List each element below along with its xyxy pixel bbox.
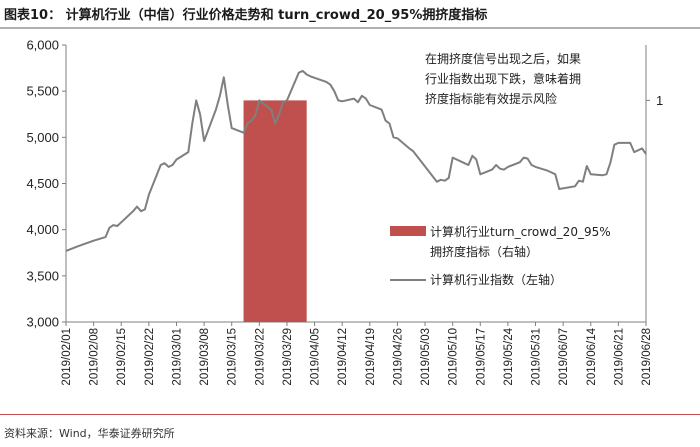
left-tick-label: 4,500 bbox=[26, 176, 59, 191]
x-tick-label: 2019/06/21 bbox=[613, 328, 625, 386]
x-tick-label: 2019/03/01 bbox=[171, 328, 183, 386]
title-divider bbox=[0, 27, 700, 29]
x-tick-label: 2019/06/07 bbox=[558, 328, 570, 386]
annotation-line: 行业指数出现下跌，意味着拥 bbox=[425, 71, 581, 86]
x-tick-label: 2019/02/08 bbox=[89, 328, 101, 386]
x-tick-label: 2019/03/22 bbox=[254, 328, 266, 386]
annotation-line: 在拥挤度信号出现之后，如果 bbox=[425, 51, 581, 66]
x-tick-label: 2019/05/10 bbox=[448, 328, 460, 386]
x-tick-label: 2019/04/19 bbox=[365, 328, 377, 386]
x-tick-label: 2019/02/22 bbox=[144, 328, 156, 386]
left-tick-label: 3,500 bbox=[26, 268, 59, 283]
x-tick-label: 2019/05/24 bbox=[503, 327, 515, 385]
legend-line-label: 计算机行业指数（左轴） bbox=[430, 272, 562, 287]
x-tick-label: 2019/02/15 bbox=[116, 328, 128, 386]
left-tick-label: 5,000 bbox=[26, 130, 59, 145]
chart-axes: 3,000 3,500 4,000 4,500 5,000 5,500 6,000 1 2019… bbox=[26, 38, 663, 386]
chart-legend: 计算机行业turn_crowd_20_95% 拥挤度指标（右轴） 计算机行业指数（左… bbox=[390, 224, 611, 287]
legend-bar-label: 计算机行业turn_crowd_20_95% bbox=[430, 224, 611, 239]
chart-header: 图表10： 计算机行业（中信）行业价格走势和 turn_crowd_20_95%… bbox=[0, 0, 700, 26]
x-tick-label: 2019/03/08 bbox=[199, 328, 211, 386]
chart-area: 3,000 3,500 4,000 4,500 5,000 5,500 6,000 1 2019… bbox=[26, 38, 663, 386]
footer-divider bbox=[0, 414, 700, 415]
left-tick-label: 6,000 bbox=[26, 38, 59, 53]
legend-bar-swatch bbox=[390, 226, 426, 236]
chart-title: 图表10： 计算机行业（中信）行业价格走势和 turn_crowd_20_95%… bbox=[4, 8, 488, 23]
x-tick-label: 2019/03/29 bbox=[282, 328, 294, 386]
legend-bar-label: 拥挤度指标（右轴） bbox=[430, 244, 538, 259]
left-tick-label: 3,000 bbox=[26, 315, 59, 330]
crowding-bars bbox=[243, 100, 307, 323]
x-tick-label: 2019/02/01 bbox=[61, 328, 73, 386]
x-tick-label: 2019/04/05 bbox=[310, 328, 322, 386]
x-tick-label: 2019/05/03 bbox=[420, 328, 432, 386]
right-tick-label: 1 bbox=[656, 93, 663, 108]
crowding-bar bbox=[243, 100, 307, 323]
x-tick-label: 2019/05/17 bbox=[475, 328, 487, 386]
source-note: 资料来源：Wind，华泰证券研究所 bbox=[4, 427, 175, 440]
x-tick-label: 2019/04/26 bbox=[392, 328, 404, 386]
x-tick-label: 2019/05/31 bbox=[531, 328, 543, 386]
annotation-line: 挤度指标能有效提示风险 bbox=[425, 91, 557, 106]
x-tick-label: 2019/04/12 bbox=[337, 328, 349, 386]
x-tick-label: 2019/06/28 bbox=[641, 328, 653, 386]
left-tick-label: 5,500 bbox=[26, 84, 59, 99]
index-line-group bbox=[65, 69, 647, 252]
x-tick-label: 2019/06/14 bbox=[586, 327, 598, 385]
left-tick-label: 4,000 bbox=[26, 222, 59, 237]
x-tick-label: 2019/03/15 bbox=[227, 328, 239, 386]
index-line bbox=[65, 69, 647, 252]
